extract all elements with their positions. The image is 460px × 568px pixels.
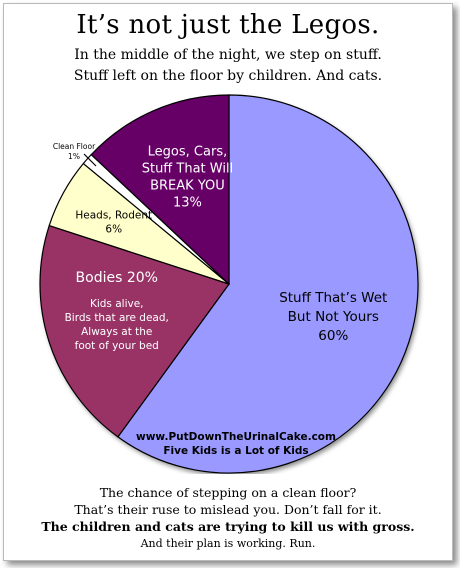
slice-sublabel-bodies-line-1: Kids alive, [90, 298, 144, 310]
slice-label-legos-line-2: Stuff That Will [142, 161, 233, 176]
footer-line-3: The children and cats are trying to kill… [41, 519, 415, 534]
slice-label-clean-line-2: 1% [68, 152, 80, 161]
footer-line-1: The chance of stepping on a clean floor? [99, 485, 357, 500]
slice-label-heads-line-2: 6% [105, 223, 122, 235]
poster-card: It’s not just the Legos. In the middle o… [3, 3, 453, 561]
pie-slice-legos [90, 94, 230, 286]
watermark-url: www.PutDownTheUrinalCake.com [136, 431, 336, 443]
pie-slice-bodies [39, 224, 230, 438]
slice-label-legos-line-3: BREAK YOU [150, 178, 225, 193]
slice-label-legos-line-1: Legos, Cars, [148, 144, 228, 159]
slice-label-clean-line-1: Clean Floor [53, 142, 96, 151]
poster-title: It’s not just the Legos. [76, 10, 380, 40]
watermark-tagline: Five Kids is a Lot of Kids [163, 445, 308, 457]
slice-label-bodies-line-1: Bodies 20% [76, 270, 158, 286]
subtitle-line-2: Stuff left on the floor by children. And… [73, 68, 383, 84]
slice-label-wet-line-2: But Not Yours [288, 309, 379, 325]
slice-label-legos-line-4: 13% [173, 195, 202, 210]
pie-slice-wet [117, 94, 419, 474]
slice-sublabel-bodies-line-3: Always at the [81, 326, 152, 338]
slice-label-wet-line-3: 60% [318, 328, 348, 344]
footer-line-4: And their plan is working. Run. [140, 537, 316, 550]
pie-chart: Stuff That’s Wet But Not Yours 60% Bodies 2… [39, 94, 419, 474]
slice-label-wet-line-1: Stuff That’s Wet [279, 290, 387, 306]
clean-floor-leader-line [83, 153, 97, 167]
slice-sublabel-bodies-line-4: foot of your bed [75, 340, 159, 352]
subtitle-line-1: In the middle of the night, we step on s… [74, 47, 382, 63]
slice-label-heads-line-1: Heads, Rodent [75, 209, 152, 221]
footer-line-2: That’s their ruse to mislead you. Don’t … [74, 502, 382, 517]
slice-sublabel-bodies-line-2: Birds that are dead, [65, 312, 169, 324]
